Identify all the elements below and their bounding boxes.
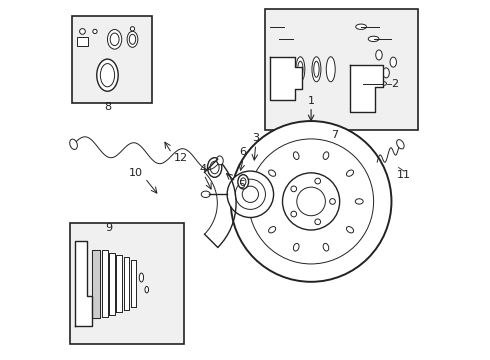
Ellipse shape [201,191,210,198]
Circle shape [235,179,266,210]
Circle shape [330,199,335,204]
Circle shape [291,186,296,192]
Text: 2: 2 [392,78,398,89]
Ellipse shape [107,30,122,49]
Ellipse shape [210,161,219,174]
Ellipse shape [396,140,404,149]
Circle shape [79,28,85,34]
Text: 8: 8 [104,102,111,112]
Text: 9: 9 [106,223,113,233]
Ellipse shape [346,226,354,233]
Polygon shape [102,250,108,317]
Ellipse shape [356,24,367,30]
Text: 12: 12 [173,153,188,163]
Ellipse shape [294,152,299,159]
Circle shape [130,27,135,31]
Ellipse shape [127,31,138,48]
Polygon shape [93,249,100,318]
Ellipse shape [217,156,223,165]
Text: 7: 7 [331,130,338,140]
Text: 3: 3 [252,133,259,143]
Circle shape [227,171,273,217]
Text: 6: 6 [240,148,246,157]
Ellipse shape [269,170,276,176]
Circle shape [93,29,97,33]
Text: 5: 5 [238,180,245,190]
Ellipse shape [100,64,115,87]
Ellipse shape [383,68,390,78]
Ellipse shape [323,152,329,159]
Circle shape [297,187,325,216]
Circle shape [248,139,373,264]
Text: 10: 10 [129,168,143,178]
Ellipse shape [241,178,246,186]
Ellipse shape [139,273,144,282]
Circle shape [283,173,340,230]
Ellipse shape [355,199,363,204]
Text: 11: 11 [397,170,411,180]
Ellipse shape [314,61,319,77]
Bar [265,9,418,130]
Ellipse shape [298,61,303,77]
Polygon shape [350,65,383,112]
Ellipse shape [326,57,335,82]
Ellipse shape [346,170,354,176]
Text: 4: 4 [199,163,206,174]
Ellipse shape [129,34,136,44]
Ellipse shape [390,57,396,67]
Circle shape [231,121,392,282]
Ellipse shape [379,81,387,86]
Ellipse shape [207,158,222,177]
Ellipse shape [376,50,382,60]
Polygon shape [109,253,115,315]
Ellipse shape [312,57,321,82]
Ellipse shape [70,139,77,149]
Ellipse shape [259,199,267,204]
Ellipse shape [145,287,148,293]
Ellipse shape [296,57,305,82]
Ellipse shape [97,59,118,91]
Circle shape [315,178,320,184]
Ellipse shape [368,36,379,41]
Ellipse shape [269,226,276,233]
Circle shape [315,219,320,225]
Polygon shape [270,57,302,100]
Bar [72,16,152,103]
Text: 1: 1 [308,96,315,107]
Circle shape [291,211,296,217]
Polygon shape [75,241,93,326]
Ellipse shape [110,33,119,46]
Ellipse shape [238,175,248,189]
Polygon shape [117,255,122,312]
Ellipse shape [294,243,299,251]
Polygon shape [123,257,129,310]
Circle shape [242,186,259,202]
Bar [70,223,184,344]
Ellipse shape [323,243,329,251]
Bar [77,37,88,46]
Polygon shape [131,260,136,307]
